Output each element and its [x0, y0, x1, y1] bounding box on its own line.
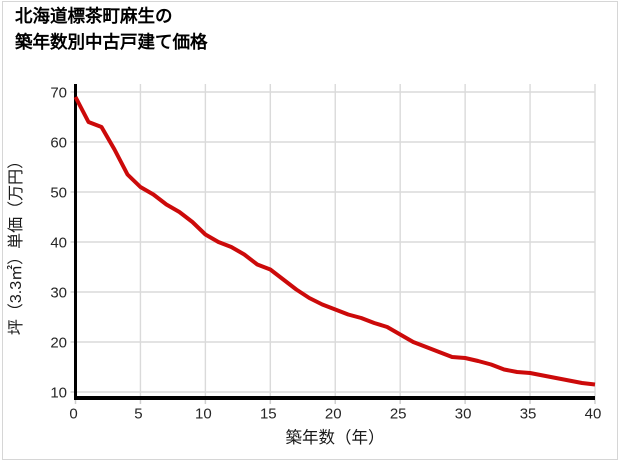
x-tick-label: 0	[69, 406, 77, 423]
x-tick-label: 25	[390, 406, 407, 423]
page-title: 北海道標茶町麻生の築年数別中古戸建て価格	[15, 3, 208, 55]
x-tick-label: 30	[455, 406, 472, 423]
tick-labels: 10 20 30 40 50 60 70 0 5 10 15 20 25 30 35 40	[50, 85, 601, 423]
axes	[74, 84, 595, 400]
tick-marks	[70, 91, 596, 404]
page-title-line2: 築年数別中古戸建て価格	[15, 32, 208, 52]
y-tick-label: 40	[50, 235, 67, 252]
price-line-series	[73, 96, 596, 387]
x-tick-label: 15	[260, 406, 277, 423]
x-tick-label: 35	[520, 406, 537, 423]
y-axis-label: 坪（3.3㎡）単価（万円）	[8, 152, 25, 336]
x-axis-label: 築年数（年）	[285, 429, 385, 447]
chart-frame	[2, 1, 618, 460]
y-tick-label: 10	[50, 385, 67, 402]
y-tick-label: 30	[50, 285, 67, 302]
y-tick-label: 50	[50, 185, 67, 202]
y-tick-label: 20	[50, 335, 67, 352]
y-tick-label: 60	[50, 135, 67, 152]
x-tick-label: 40	[585, 406, 602, 423]
y-tick-label: 70	[50, 85, 67, 102]
x-tick-label: 5	[134, 406, 142, 423]
price-line	[73, 96, 596, 387]
page-title-line1: 北海道標茶町麻生の	[15, 6, 173, 26]
x-tick-label: 20	[325, 406, 342, 423]
x-tick-label: 10	[195, 406, 212, 423]
gridlines	[75, 84, 596, 400]
